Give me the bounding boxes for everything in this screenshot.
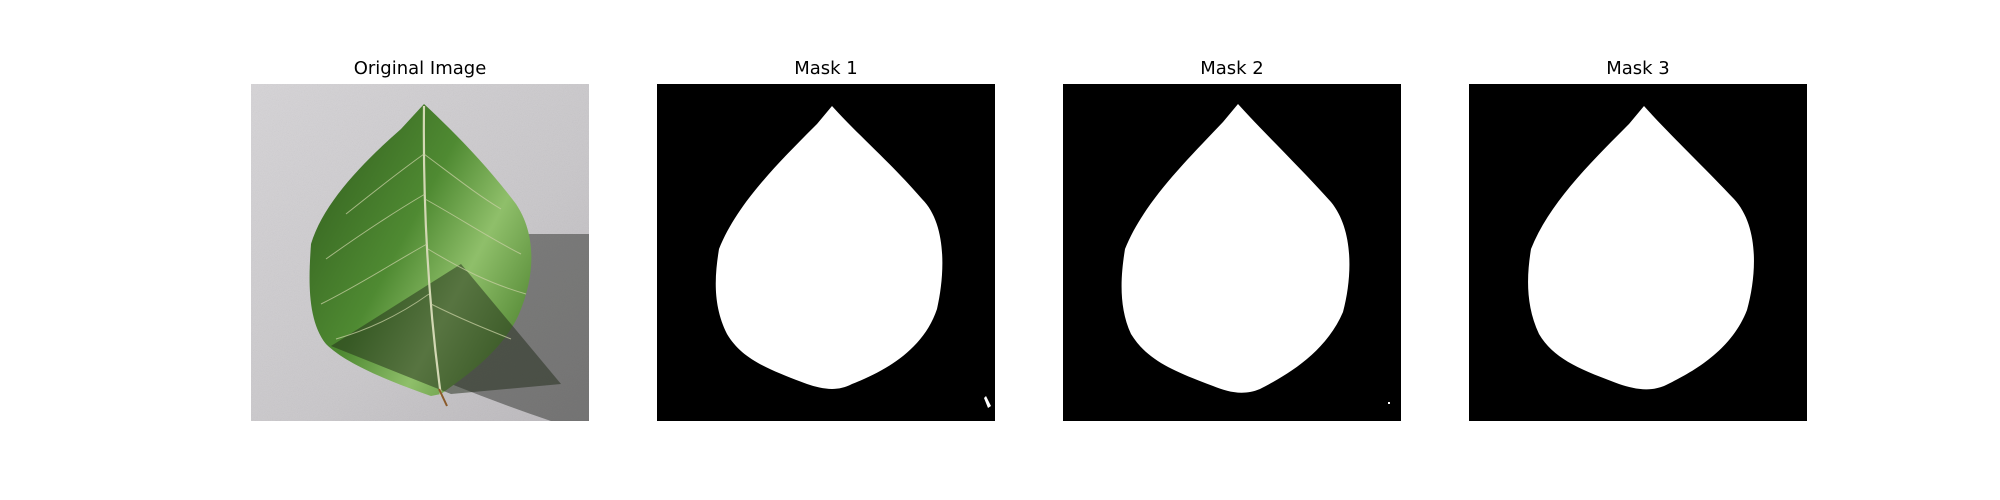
mask-1-image bbox=[657, 84, 995, 421]
mask-foreground bbox=[1528, 106, 1754, 390]
original-leaf-photo bbox=[251, 84, 589, 421]
panel-title: Mask 1 bbox=[794, 58, 858, 79]
panel-title: Original Image bbox=[353, 58, 487, 79]
panel-original-image: Original Image bbox=[251, 0, 589, 500]
leaf-shadow-overlay bbox=[331, 264, 561, 394]
leaf-petiole bbox=[438, 388, 448, 407]
mask-noise bbox=[984, 396, 991, 408]
mask-foreground bbox=[715, 106, 943, 389]
leaf-veins bbox=[320, 153, 527, 340]
leaf-midrib bbox=[422, 105, 443, 397]
mask-2-image bbox=[1063, 84, 1401, 421]
panel-title: Mask 3 bbox=[1606, 58, 1670, 79]
mask-3-image bbox=[1469, 84, 1807, 421]
mask-noise bbox=[1388, 402, 1390, 404]
panel-title: Mask 2 bbox=[1200, 58, 1264, 79]
panel-mask-3: Mask 3 bbox=[1469, 0, 1807, 500]
panel-mask-2: Mask 2 bbox=[1063, 0, 1401, 500]
panel-mask-1: Mask 1 bbox=[657, 0, 995, 500]
mask-foreground bbox=[1121, 104, 1350, 393]
